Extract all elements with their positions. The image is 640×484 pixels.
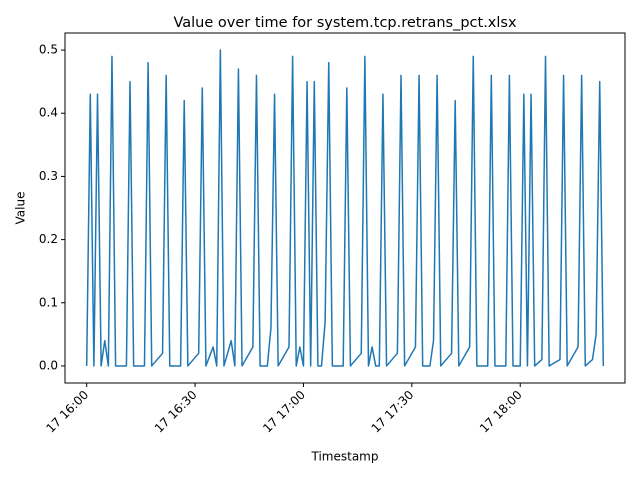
x-tick-label: 17 18:00: [477, 388, 525, 436]
x-axis-label: Timestamp: [311, 450, 379, 464]
x-tick-label: 17 17:00: [260, 388, 308, 436]
y-tick-label: 0.4: [39, 106, 58, 120]
x-tick-label: 17 16:30: [152, 388, 200, 436]
data-line: [85, 49, 605, 367]
chart-title: Value over time for system.tcp.retrans_p…: [173, 15, 517, 31]
y-axis-label: Value: [14, 192, 28, 225]
x-tick-label: 17 17:30: [369, 388, 417, 436]
x-tick-label: 17 16:00: [43, 388, 91, 436]
y-tick-label: 0.2: [39, 232, 58, 246]
y-tick-label: 0.1: [39, 295, 58, 309]
plot-frame: [64, 32, 626, 384]
y-tick-label: 0.0: [39, 358, 58, 372]
y-tick-label: 0.3: [39, 169, 58, 183]
y-tick-label: 0.5: [39, 43, 58, 57]
